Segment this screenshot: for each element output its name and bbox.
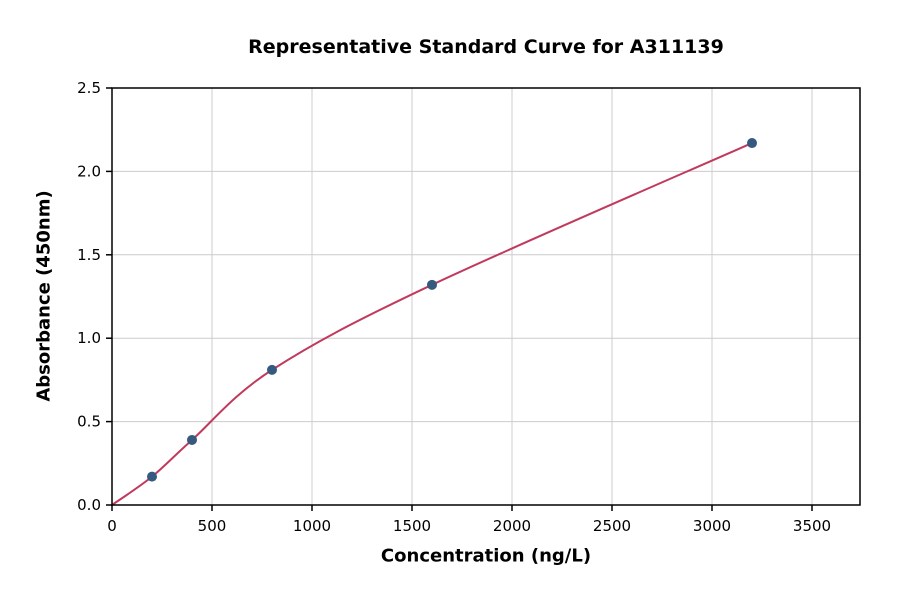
data-point (187, 434, 197, 445)
y-tick-label: 0.5 (77, 413, 101, 431)
y-axis-ticks: 0.0 0.5 1.0 1.5 2.0 2.5 (77, 79, 112, 514)
data-point (427, 279, 437, 290)
y-tick-label: 1.0 (77, 329, 101, 347)
x-tick-label: 3500 (793, 517, 831, 535)
y-tick-label: 2.5 (77, 79, 101, 97)
data-points (147, 138, 757, 482)
x-tick-label: 1500 (393, 517, 431, 535)
data-point (267, 364, 277, 375)
y-tick-label: 2.0 (77, 162, 101, 180)
y-tick-label: 0.0 (77, 496, 101, 514)
y-tick-label: 1.5 (77, 246, 101, 264)
x-tick-label: 3000 (693, 517, 731, 535)
fit-curve (111, 142, 753, 506)
data-point (147, 471, 157, 482)
x-tick-label: 2000 (493, 517, 531, 535)
x-tick-label: 0 (107, 517, 117, 535)
x-axis-label: Concentration (ng/L) (380, 545, 592, 567)
gridlines (111, 87, 860, 506)
x-axis-ticks: 0 500 1000 1500 2000 2500 3000 3500 (107, 505, 831, 535)
chart-title: Representative Standard Curve for A31113… (248, 36, 724, 58)
data-point (747, 138, 757, 149)
x-tick-label: 1000 (293, 517, 331, 535)
x-tick-label: 500 (198, 517, 227, 535)
plot-border (111, 87, 861, 506)
x-tick-label: 2500 (593, 517, 631, 535)
